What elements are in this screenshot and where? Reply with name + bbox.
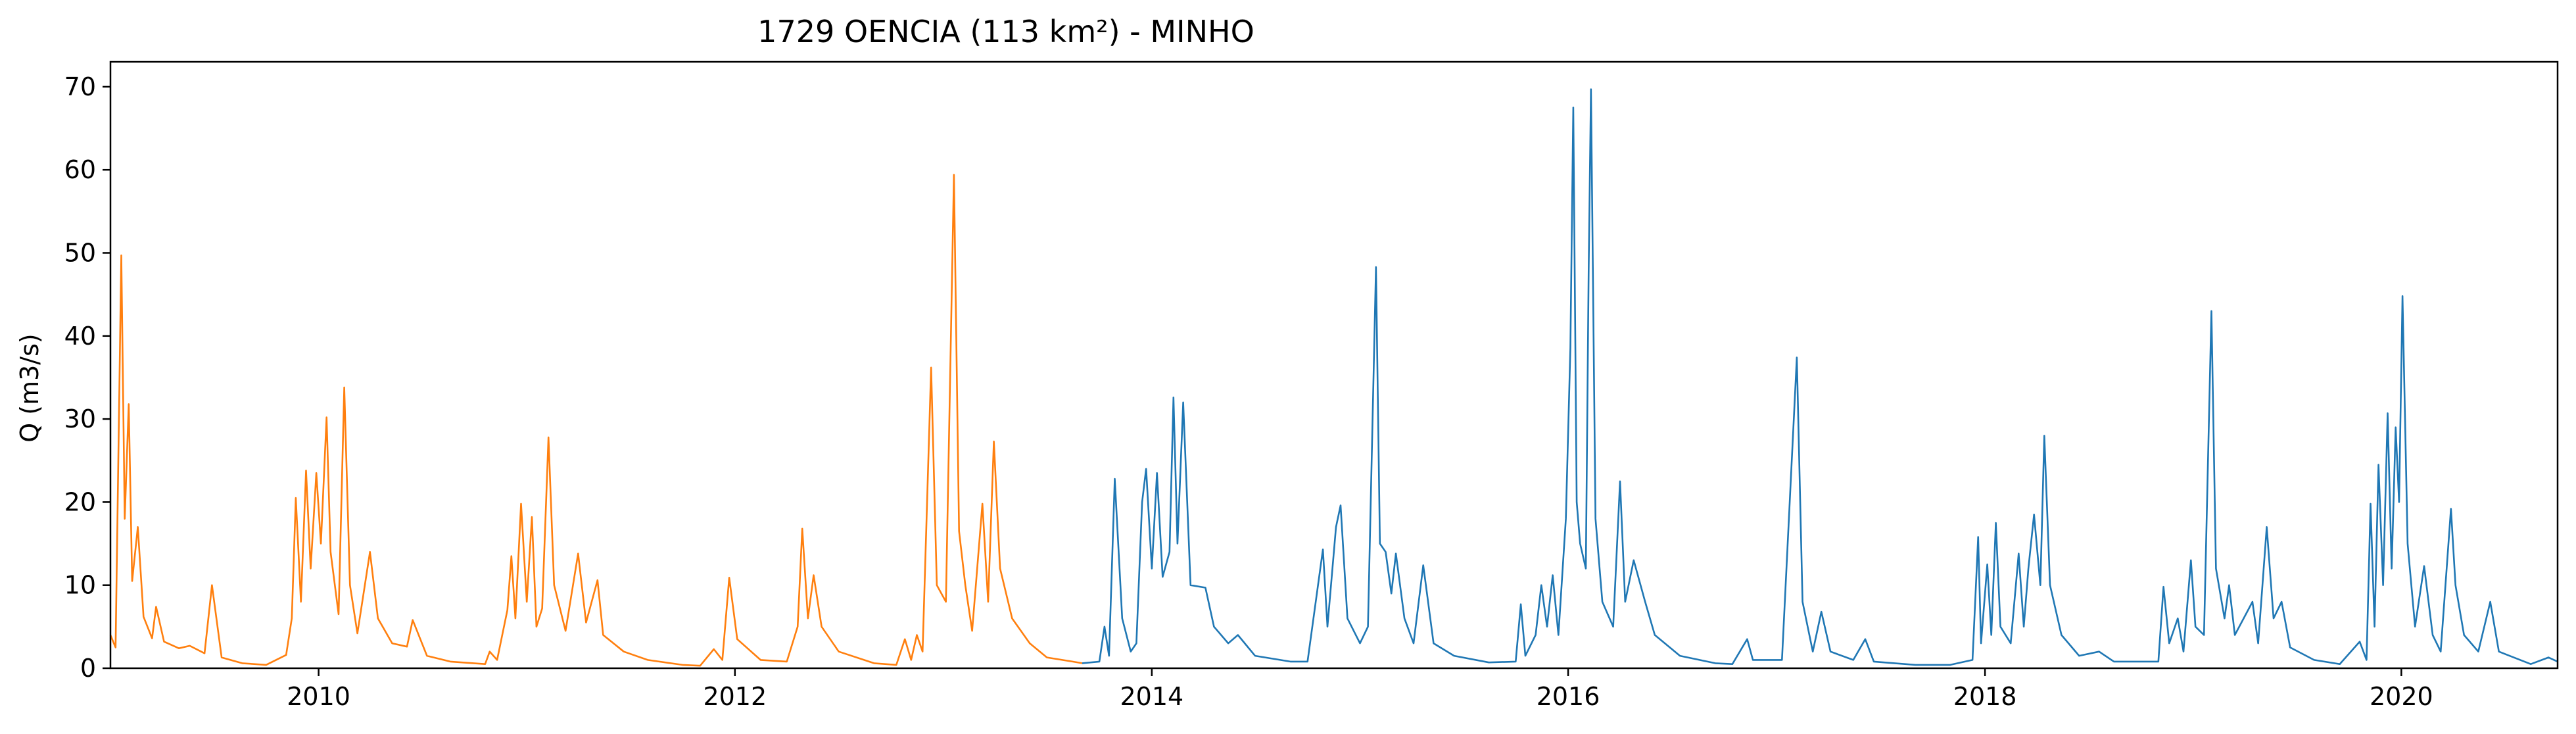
x-tick-label: 2018: [1953, 682, 2017, 711]
y-axis-label: Q (m3/s): [15, 333, 44, 442]
y-axis-ticks: 0 10 20 30 40 50 60 70: [64, 72, 110, 683]
plot-area-frame: [109, 61, 2559, 670]
y-tick-label: 10: [64, 571, 96, 600]
series-layer: [109, 88, 2558, 667]
x-tick-label: 2020: [2370, 682, 2433, 711]
x-tick-label: 2010: [287, 682, 350, 711]
y-tick-label: 50: [64, 238, 96, 267]
y-tick-label: 60: [64, 155, 96, 184]
x-tick-label: 2016: [1537, 682, 1600, 711]
y-tick-label: 40: [64, 322, 96, 351]
series-line-1: [1082, 88, 2558, 666]
y-tick-label: 70: [64, 72, 96, 101]
y-tick-label: 30: [64, 404, 96, 433]
x-axis-ticks: 2010 2012 2014 2016 2018 2020: [287, 668, 2433, 711]
chart-title: 1729 OENCIA (113 km²) - MINHO: [757, 14, 1254, 49]
series-line-0: [109, 174, 1083, 667]
y-tick-label: 0: [80, 654, 96, 683]
y-tick-label: 20: [64, 487, 96, 516]
x-tick-label: 2014: [1120, 682, 1184, 711]
x-tick-label: 2012: [703, 682, 767, 711]
